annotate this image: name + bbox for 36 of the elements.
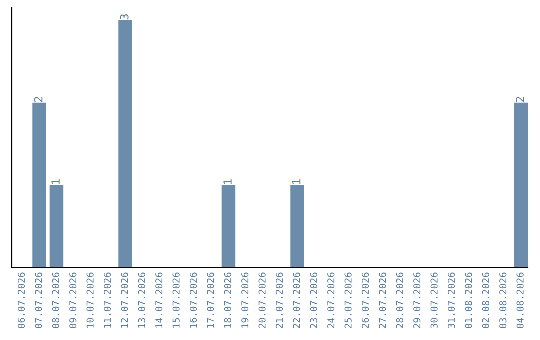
data-label: 1 [52,180,60,184]
x-tick-label: 06.07.2026 [18,272,26,328]
data-label: 1 [292,180,301,184]
x-tick-label: 04.08.2026 [516,272,524,328]
x-tick-label: 17.07.2026 [207,272,214,328]
x-tick-label: 23.07.2026 [310,272,318,328]
x-tick-label: 18.07.2026 [224,272,232,328]
data-label: 2 [34,97,43,102]
x-tick-label: 03.08.2026 [500,272,507,328]
x-tick-label: 25.07.2026 [344,272,352,328]
x-tick-label: 30.07.2026 [430,272,438,328]
x-tick-label: 13.07.2026 [138,272,146,328]
x-tick-label: 07.07.2026 [35,272,42,328]
x-tick-label: 14.07.2026 [156,272,163,328]
x-tick-label: 28.07.2026 [396,272,404,328]
x-tick-label: 11.07.2026 [104,272,112,328]
x-tick-label: 09.07.2026 [70,272,77,328]
x-tick-label: 22.07.2026 [293,272,300,328]
data-label: 1 [224,180,232,184]
x-tick-label: 29.07.2026 [414,272,421,328]
x-tick-label: 26.07.2026 [362,272,370,328]
x-tick-label: 16.07.2026 [190,272,198,328]
x-tick-label: 24.07.2026 [328,272,335,328]
x-tick-label: 10.07.2026 [86,272,94,328]
x-tick-label: 02.08.2026 [482,272,490,328]
x-tick-label: 20.07.2026 [258,272,266,328]
x-tick-label: 19.07.2026 [242,272,249,328]
x-tick-label: 27.07.2026 [379,272,386,328]
data-label: 3 [120,14,129,20]
x-tick-label: 15.07.2026 [172,272,180,328]
data-label: 2 [516,97,524,102]
x-tick-label: 12.07.2026 [121,272,128,328]
x-tick-label: 08.07.2026 [52,272,60,328]
x-tick-label: 01.08.2026 [465,272,472,328]
x-tick-label: 21.07.2026 [276,272,284,328]
x-tick-label: 31.07.2026 [448,272,456,328]
